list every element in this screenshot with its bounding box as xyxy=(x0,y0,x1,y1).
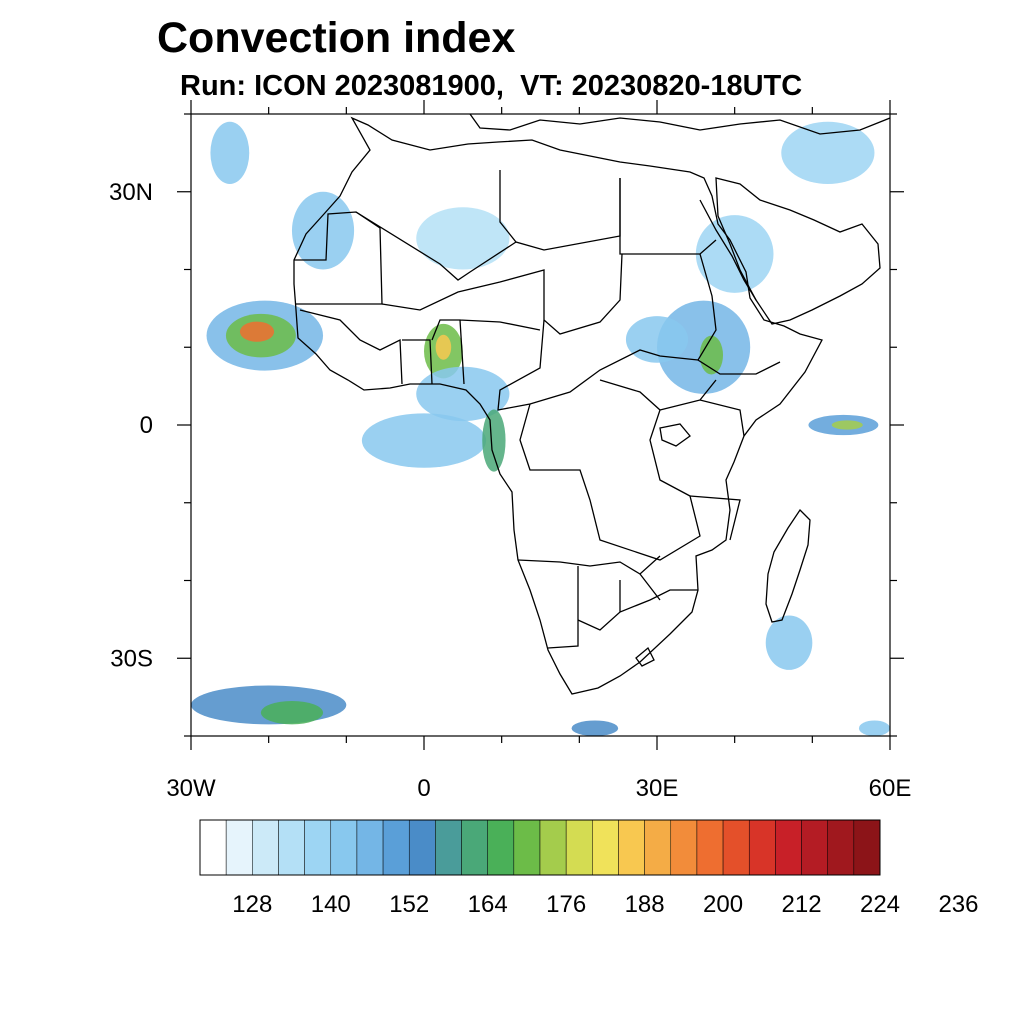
chart-subtitle: Run: ICON 2023081900, VT: 20230820-18UTC xyxy=(180,70,803,102)
colorbar-swatch xyxy=(670,819,698,876)
convection-area xyxy=(260,701,324,725)
border-angola-namibia xyxy=(517,555,661,649)
colorbar-swatch xyxy=(644,819,672,876)
colorbar-frame xyxy=(199,819,881,876)
colorbar-swatch xyxy=(748,819,776,876)
lon-tick-label: 30W xyxy=(166,775,216,802)
lon-tick-label: 30E xyxy=(636,775,679,802)
border-egypt-sudan xyxy=(619,178,717,255)
border-drc xyxy=(519,379,701,561)
lake-victoria xyxy=(659,423,691,447)
convection-area xyxy=(361,413,487,468)
convection-area xyxy=(831,420,863,430)
colorbar-label: 176 xyxy=(546,891,586,918)
mediterranean-europe-coast xyxy=(469,114,890,135)
colorbar-label: 236 xyxy=(938,891,978,918)
map-area xyxy=(190,113,891,737)
lat-tick-label: 30S xyxy=(110,645,153,672)
colorbar-swatch xyxy=(356,819,384,876)
border-algeria-mali xyxy=(355,211,517,281)
convection-area xyxy=(482,409,506,472)
convection-area xyxy=(695,215,774,293)
colorbar-swatch xyxy=(513,819,541,876)
lesotho-border xyxy=(635,646,655,667)
colorbar-swatch xyxy=(278,819,305,876)
africa-coastline xyxy=(293,116,823,695)
convection-area xyxy=(416,366,510,422)
colorbar-swatch xyxy=(461,819,488,876)
colorbar-label: 140 xyxy=(311,891,351,918)
colorbar-swatch xyxy=(592,819,619,876)
colorbar-swatch xyxy=(722,819,750,876)
convection-area xyxy=(571,720,619,736)
colorbar-label: 224 xyxy=(860,891,900,918)
lat-tick-label: 0 xyxy=(140,412,153,439)
coastlines-and-borders xyxy=(293,114,890,695)
colorbar-label: 212 xyxy=(782,891,822,918)
colorbar-swatch xyxy=(304,819,332,876)
colorbar-swatch xyxy=(252,819,279,876)
convection-area xyxy=(291,191,355,270)
convection-area xyxy=(210,121,250,184)
colorbar-swatch xyxy=(801,819,828,876)
colorbar-swatch xyxy=(827,819,855,876)
arabian-coastline xyxy=(715,177,881,325)
border-sahel xyxy=(381,253,623,335)
madagascar-coastline xyxy=(765,508,811,623)
convection-area xyxy=(781,121,875,184)
colorbar-swatch xyxy=(408,819,436,876)
border-east-africa xyxy=(659,379,745,541)
colorbar-swatch xyxy=(775,819,802,876)
colorbar: 128 140 152 164 176 188 200 212 224 236 xyxy=(199,819,978,918)
colorbar-swatch xyxy=(330,819,358,876)
map-axes: 30N 0 30S 30W 0 30E 60E xyxy=(109,100,911,802)
colorbar-swatch xyxy=(565,819,593,876)
border-southern-africa xyxy=(577,573,698,631)
lon-tick-label: 60E xyxy=(869,775,912,802)
convection-area xyxy=(858,720,890,736)
colorbar-swatch xyxy=(696,819,724,876)
colorbar-swatch xyxy=(539,819,567,876)
colorbar-label: 152 xyxy=(389,891,429,918)
convection-layer xyxy=(191,121,890,736)
colorbar-label: 200 xyxy=(703,891,743,918)
colorbar-swatch xyxy=(853,819,881,876)
lat-tick-label: 30N xyxy=(109,179,153,206)
border-central xyxy=(497,319,699,411)
colorbar-label: 164 xyxy=(468,891,508,918)
colorbar-swatch xyxy=(435,819,462,876)
convection-area xyxy=(435,334,452,360)
convection-area xyxy=(765,615,813,670)
colorbar-label: 128 xyxy=(232,891,272,918)
lon-tick-label: 0 xyxy=(417,775,430,802)
colorbar-label: 188 xyxy=(625,891,665,918)
colorbar-swatch xyxy=(225,819,253,876)
colorbar-swatch xyxy=(199,819,227,876)
colorbar-swatch xyxy=(382,819,410,876)
convection-area xyxy=(239,321,275,342)
colorbar-swatch xyxy=(618,819,645,876)
border-west-africa xyxy=(299,309,541,385)
red-sea-coast xyxy=(699,199,757,301)
convection-area xyxy=(416,207,510,270)
chart-title: Convection index xyxy=(157,14,516,62)
colorbar-swatch xyxy=(487,819,515,876)
convection-area xyxy=(625,316,689,363)
